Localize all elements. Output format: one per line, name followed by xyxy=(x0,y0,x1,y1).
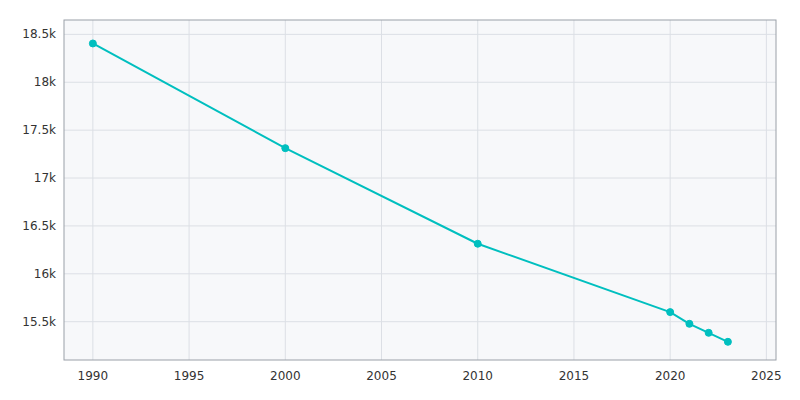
axes: 1990 1995 2000 2005 2010 2015 2020 2025 15.5k 16k… xyxy=(22,27,781,383)
grid xyxy=(64,20,776,360)
y-tick-label: 16.5k xyxy=(22,219,56,233)
point xyxy=(705,329,712,336)
x-grid-line xyxy=(477,20,478,360)
y-grid-line xyxy=(64,130,776,131)
x-tick-label: 2025 xyxy=(751,369,782,383)
x-tick-label: 2010 xyxy=(462,369,493,383)
y-grid-line xyxy=(64,321,776,322)
x-grid-line xyxy=(285,20,286,360)
x-grid-line xyxy=(573,20,574,360)
y-tick-label: 18.5k xyxy=(22,27,56,41)
chart-container: 1990 1995 2000 2005 2010 2015 2020 2025 15.5k 16k… xyxy=(0,0,800,400)
point xyxy=(686,320,693,327)
x-tick-label: 1990 xyxy=(78,369,109,383)
y-tick-label: 17.5k xyxy=(22,123,56,137)
x-tick-label: 2015 xyxy=(559,369,590,383)
chart: 1990 1995 2000 2005 2010 2015 2020 2025 15.5k 16k… xyxy=(0,0,800,400)
x-tick-label: 2000 xyxy=(270,369,301,383)
series xyxy=(89,40,731,345)
x-tick-label: 1995 xyxy=(174,369,205,383)
x-tick-label: 2020 xyxy=(655,369,686,383)
line xyxy=(93,43,728,341)
point xyxy=(724,338,731,345)
point xyxy=(667,309,674,316)
point xyxy=(474,240,481,247)
x-grid-line xyxy=(189,20,190,360)
y-tick-label: 17k xyxy=(34,171,56,185)
y-grid-line xyxy=(64,225,776,226)
y-grid-line xyxy=(64,273,776,274)
y-tick-label: 16k xyxy=(34,267,56,281)
x-tick-label: 2005 xyxy=(366,369,397,383)
point xyxy=(89,40,96,47)
y-grid-line xyxy=(64,34,776,35)
y-grid-line xyxy=(64,82,776,83)
point xyxy=(282,145,289,152)
plot-frame xyxy=(64,20,776,360)
x-grid-line xyxy=(92,20,93,360)
y-tick-label: 18k xyxy=(34,75,56,89)
x-grid-line xyxy=(766,20,767,360)
y-grid-line xyxy=(64,178,776,179)
plot-background xyxy=(64,20,776,360)
y-tick-label: 15.5k xyxy=(22,315,56,329)
x-grid-line xyxy=(381,20,382,360)
